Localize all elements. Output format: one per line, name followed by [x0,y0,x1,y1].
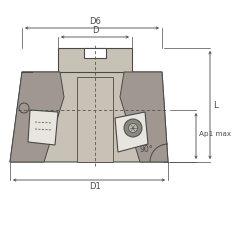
Text: D1: D1 [89,182,101,191]
Text: Ap1 max: Ap1 max [199,131,231,137]
Polygon shape [84,48,106,58]
Text: D6: D6 [89,17,101,25]
Polygon shape [58,48,132,72]
Text: L: L [213,101,218,109]
Polygon shape [115,112,148,152]
Polygon shape [28,110,58,145]
Text: D: D [92,26,98,35]
Polygon shape [10,72,168,162]
Circle shape [124,119,142,137]
Text: 90°: 90° [139,145,153,154]
Polygon shape [77,77,113,162]
Polygon shape [10,72,64,162]
Circle shape [128,124,138,132]
Polygon shape [120,72,168,162]
